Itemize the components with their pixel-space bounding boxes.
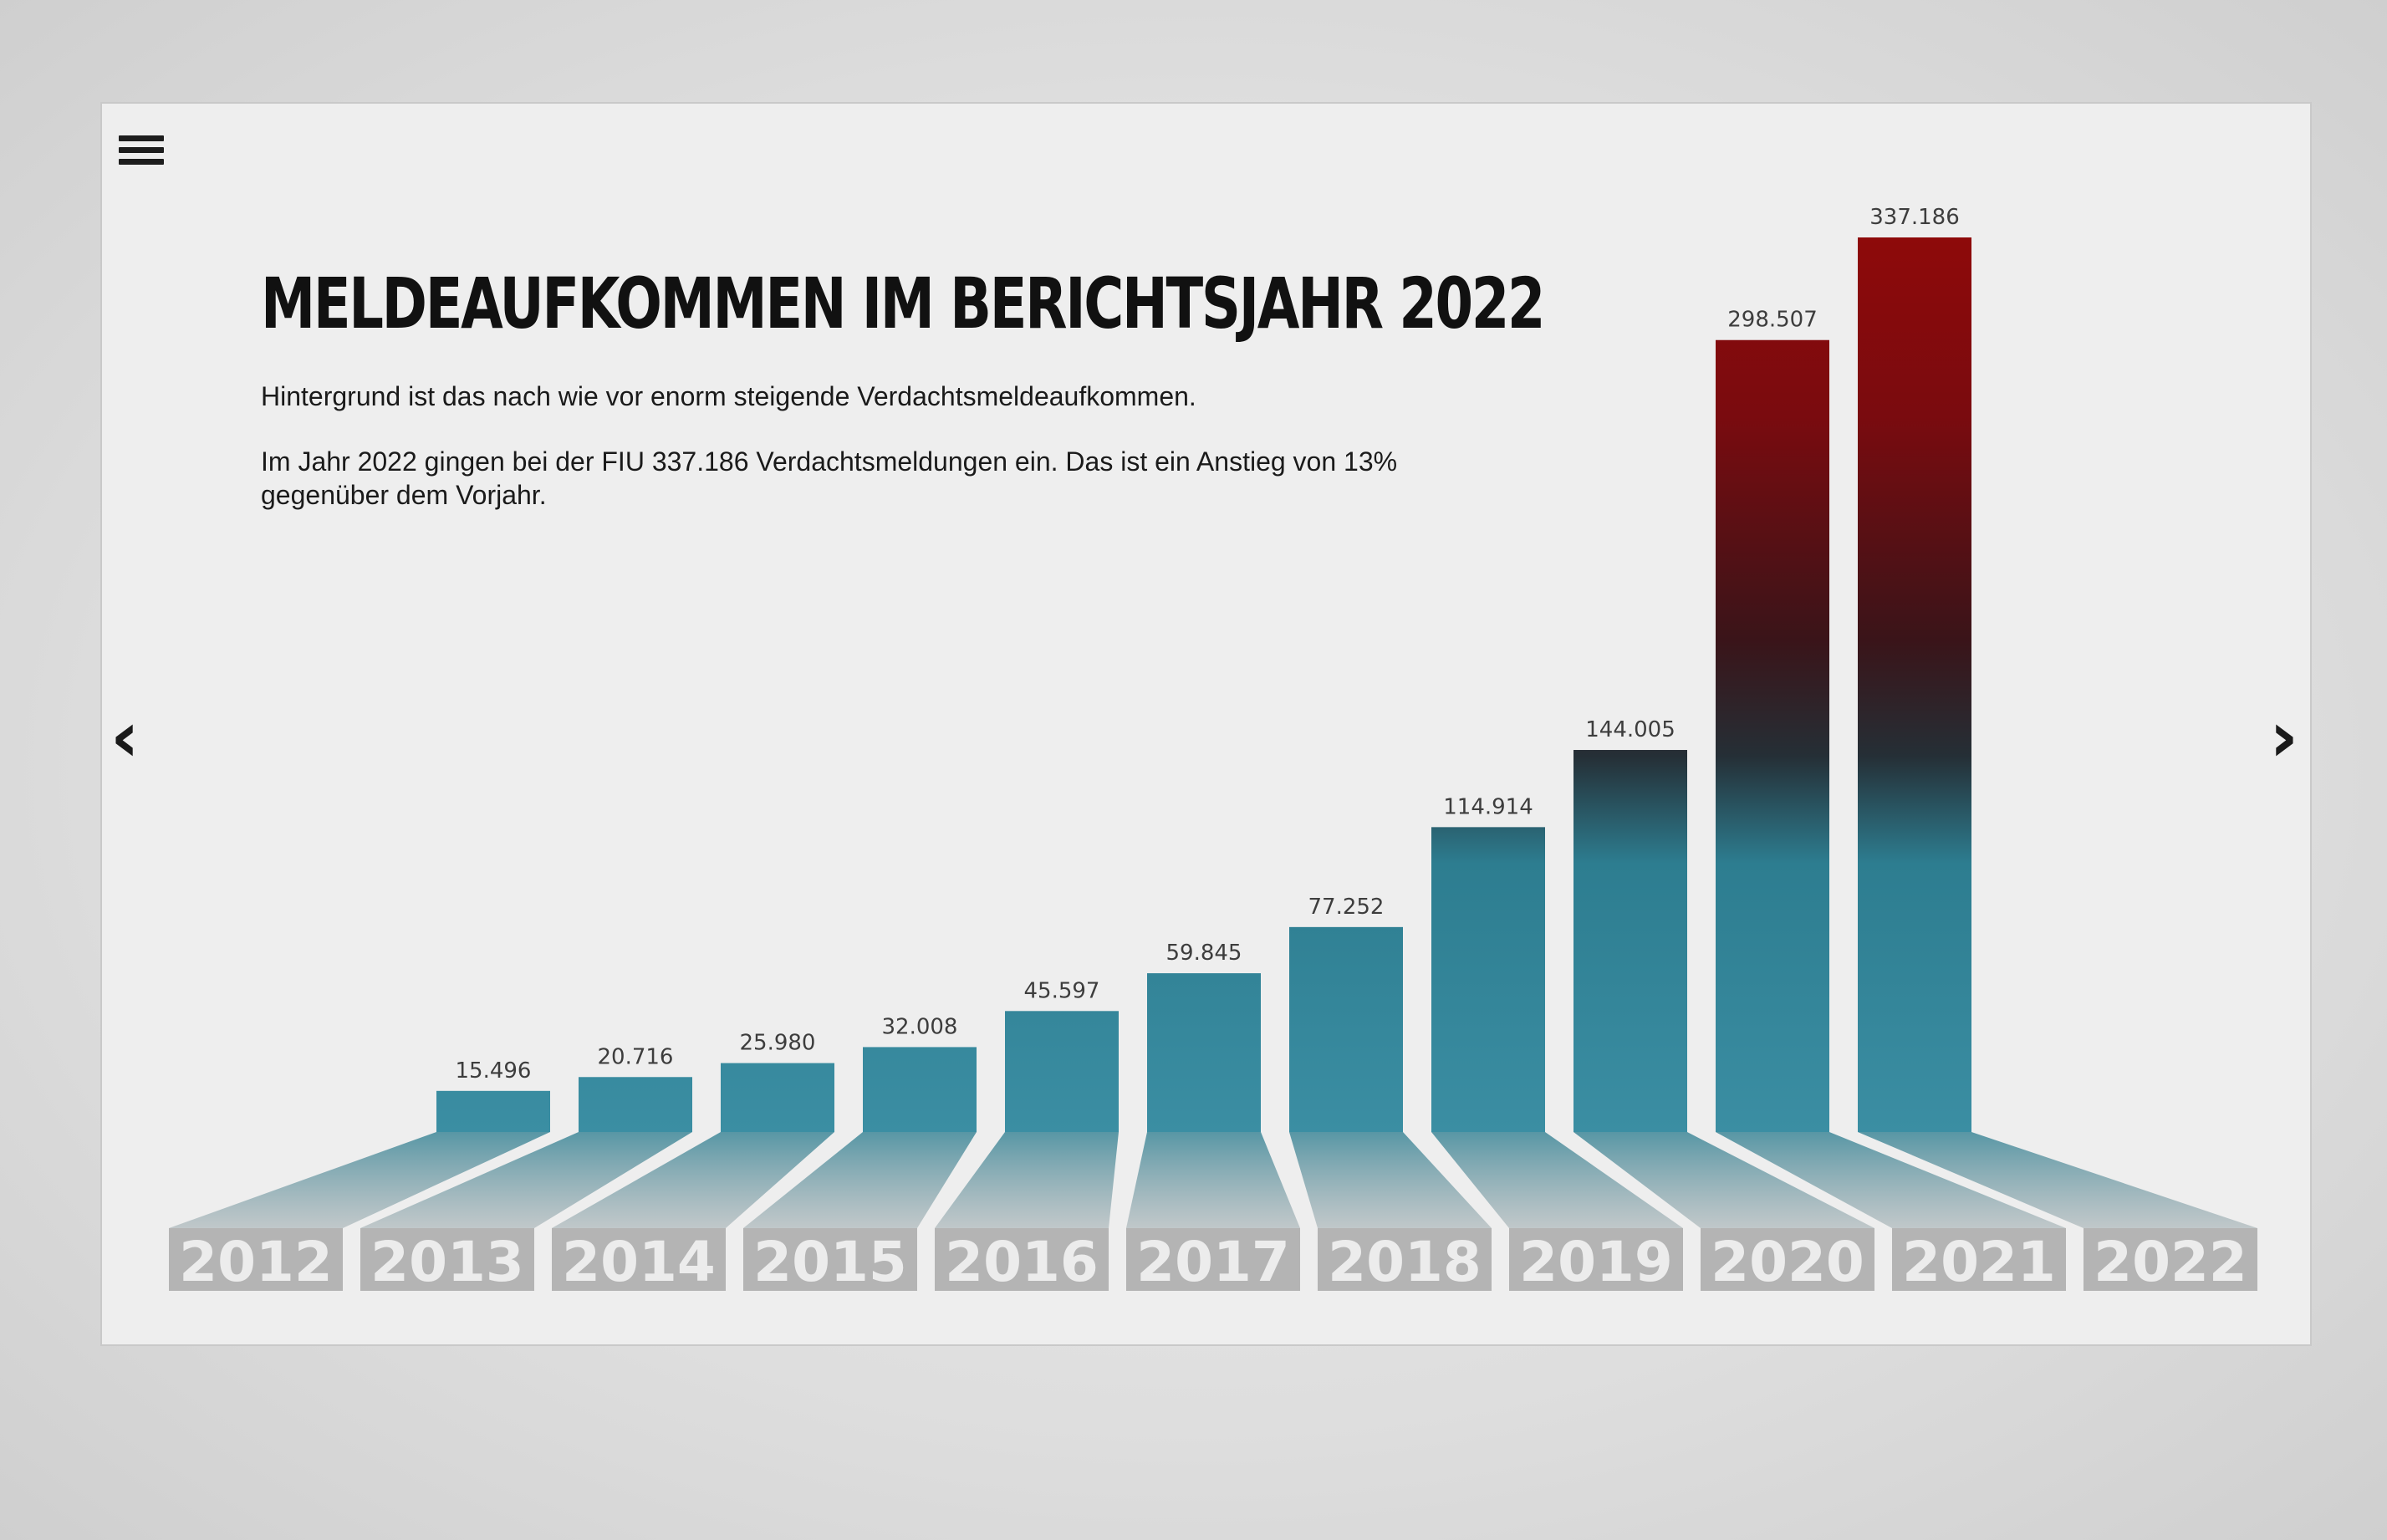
bar-ramp-2021 bbox=[1716, 1132, 2066, 1228]
bar-2021 bbox=[1716, 339, 1829, 1132]
year-plate-2022 bbox=[2084, 1228, 2257, 1291]
slide-panel: 15.496 20.716 25.980 32.008 45.597 59.845 77.2… bbox=[100, 102, 2312, 1346]
bar-ramp-2022 bbox=[1858, 1132, 2257, 1228]
year-plate-2013 bbox=[360, 1228, 534, 1291]
bar-ramp-2018 bbox=[1289, 1132, 1492, 1228]
value-label-2017: 59.845 bbox=[1166, 941, 1242, 966]
value-label-2020: 144.005 bbox=[1585, 717, 1675, 742]
bar-ramp-2017 bbox=[1126, 1132, 1300, 1228]
bar-ramp-2013 bbox=[360, 1132, 692, 1228]
year-label-2018: 2018 bbox=[1328, 1230, 1482, 1294]
hamburger-menu-icon[interactable] bbox=[119, 135, 164, 172]
year-plate-2021 bbox=[1892, 1228, 2066, 1291]
value-label-2018: 77.252 bbox=[1308, 895, 1385, 920]
year-plate-2020 bbox=[1701, 1228, 1874, 1291]
page-title: Meldeaufkommen im Berichtsjahr 2022 bbox=[261, 263, 1546, 344]
description-text: Im Jahr 2022 gingen bei der FIU 337.186 … bbox=[261, 446, 1398, 510]
bar-2017 bbox=[1147, 973, 1261, 1132]
bar-2015 bbox=[863, 1047, 977, 1132]
next-arrow-icon[interactable]: › bbox=[2269, 696, 2298, 778]
value-label-2019: 114.914 bbox=[1443, 794, 1533, 819]
year-label-2013: 2013 bbox=[370, 1230, 524, 1294]
bar-ramp-2020 bbox=[1573, 1132, 1874, 1228]
value-label-2022: 337.186 bbox=[1869, 205, 1960, 230]
year-plate-2018 bbox=[1318, 1228, 1492, 1291]
bar-2018 bbox=[1289, 926, 1403, 1132]
year-plate-2014 bbox=[552, 1228, 726, 1291]
bar-2016 bbox=[1005, 1011, 1119, 1132]
prev-arrow-icon[interactable]: ‹ bbox=[110, 696, 140, 778]
value-label-2012: 15.496 bbox=[456, 1058, 532, 1084]
bar-2013 bbox=[579, 1077, 692, 1132]
year-label-2012: 2012 bbox=[179, 1230, 333, 1294]
year-label-2014: 2014 bbox=[562, 1230, 716, 1294]
bar-ramp-2016 bbox=[935, 1132, 1119, 1228]
year-label-2022: 2022 bbox=[2094, 1230, 2247, 1294]
year-label-2020: 2020 bbox=[1711, 1230, 1864, 1294]
year-label-2016: 2016 bbox=[945, 1230, 1099, 1294]
year-plate-2019 bbox=[1509, 1228, 1683, 1291]
bar-2019 bbox=[1431, 827, 1545, 1132]
bar-ramp-2014 bbox=[552, 1132, 834, 1228]
value-label-2016: 45.597 bbox=[1024, 978, 1100, 1003]
year-label-2017: 2017 bbox=[1136, 1230, 1290, 1294]
value-label-2015: 32.008 bbox=[882, 1014, 958, 1039]
bar-2022 bbox=[1858, 237, 1971, 1132]
year-label-2021: 2021 bbox=[1902, 1230, 2056, 1294]
year-label-2015: 2015 bbox=[753, 1230, 907, 1294]
value-label-2014: 25.980 bbox=[740, 1031, 816, 1056]
value-label-2013: 20.716 bbox=[598, 1044, 674, 1069]
value-label-2021: 298.507 bbox=[1727, 308, 1818, 333]
year-label-2019: 2019 bbox=[1519, 1230, 1673, 1294]
bar-2012 bbox=[436, 1090, 550, 1132]
bar-2014 bbox=[721, 1063, 834, 1132]
bar-ramp-2019 bbox=[1431, 1132, 1683, 1228]
bar-ramp-2015 bbox=[743, 1132, 977, 1228]
year-plate-2015 bbox=[743, 1228, 917, 1291]
year-plate-2016 bbox=[935, 1228, 1109, 1291]
bar-ramp-2012 bbox=[169, 1132, 550, 1228]
subtitle-text: Hintergrund ist das nach wie vor enorm s… bbox=[261, 381, 1196, 411]
bar-2020 bbox=[1573, 750, 1687, 1132]
bar-chart: 15.496 20.716 25.980 32.008 45.597 59.845 77.2… bbox=[169, 205, 2257, 1294]
year-plate-2012 bbox=[169, 1228, 343, 1291]
year-plate-2017 bbox=[1126, 1228, 1300, 1291]
